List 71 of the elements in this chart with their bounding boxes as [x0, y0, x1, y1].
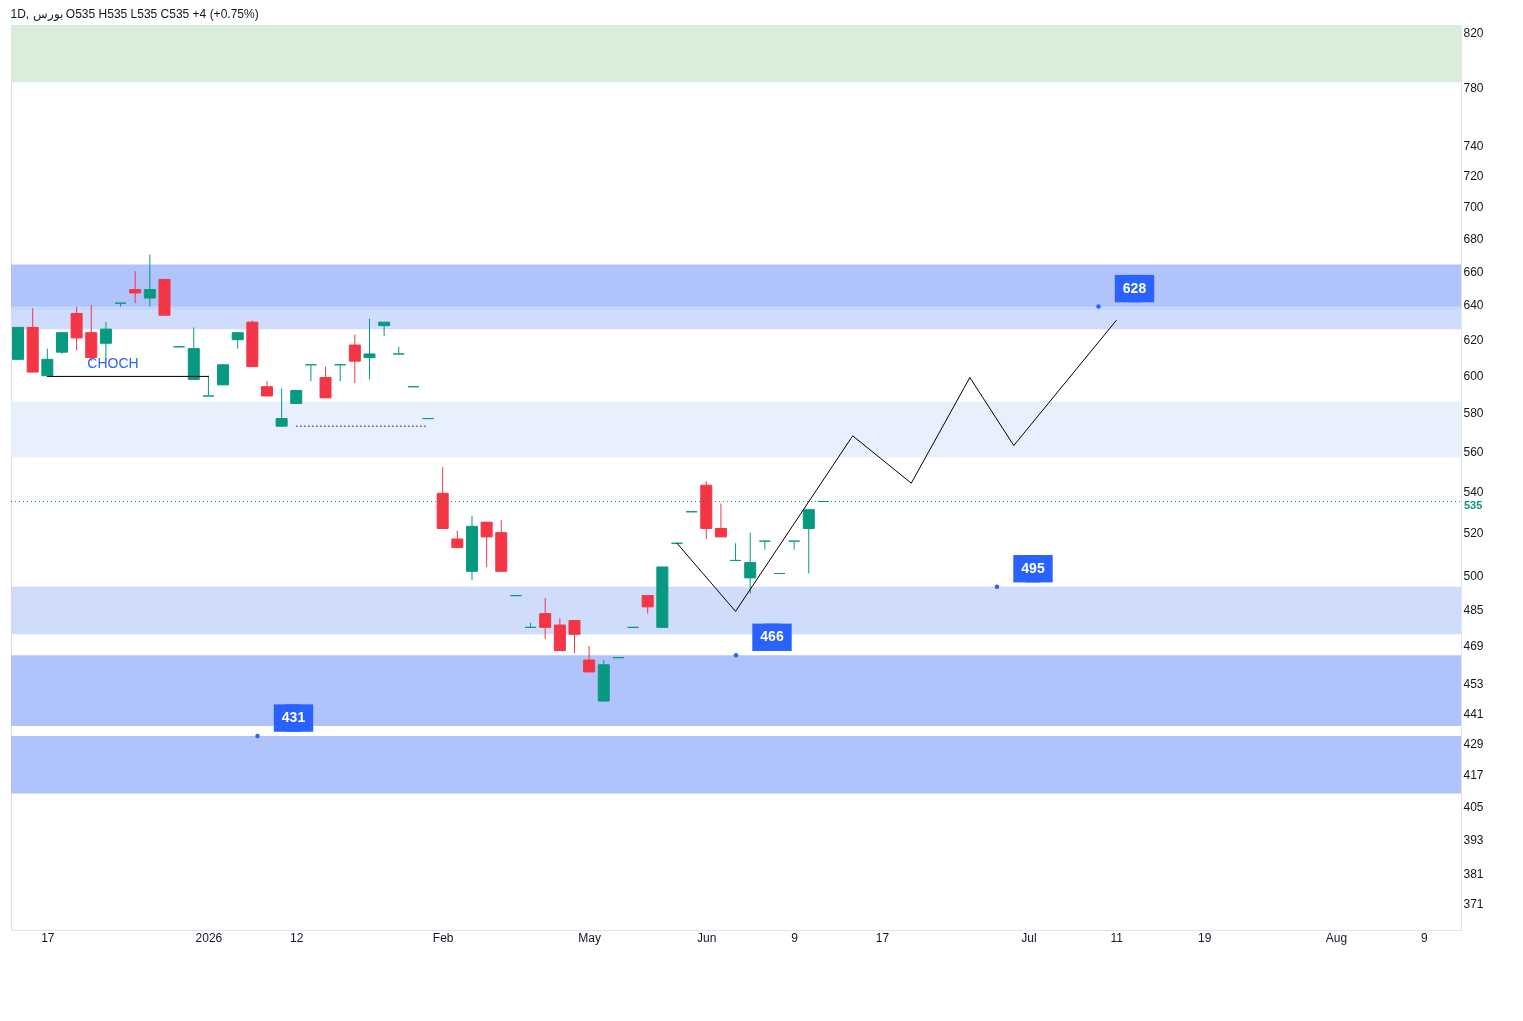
y-tick-label: 500 — [1463, 569, 1484, 584]
chart-title: 1D, بورس O535 H535 L535 C535 +4 (+0.75%) — [10, 7, 259, 21]
y-tick-label: 680 — [1463, 231, 1484, 246]
candlestick — [319, 366, 332, 399]
y-tick-label: 580 — [1463, 406, 1484, 421]
y-tick-label: 620 — [1463, 333, 1484, 348]
candlestick — [275, 388, 288, 427]
y-tick-label: 660 — [1463, 264, 1484, 279]
candlestick — [114, 302, 127, 308]
y-tick-label: 560 — [1463, 444, 1484, 459]
candlestick — [334, 364, 347, 382]
candlestick — [539, 597, 552, 640]
x-tick-label: Jun — [697, 930, 717, 945]
candlestick — [802, 509, 815, 575]
band-label: 495 — [1021, 559, 1045, 576]
candlestick — [788, 540, 801, 551]
x-tick-label: 17 — [41, 930, 55, 945]
candlestick — [217, 364, 230, 386]
y-tick-label: 381 — [1463, 867, 1484, 882]
candlestick — [641, 595, 654, 615]
y-tick-label: 393 — [1463, 833, 1484, 848]
band-label: 431 — [281, 709, 306, 726]
y-tick-label: 520 — [1463, 526, 1484, 541]
candlestick — [568, 619, 581, 654]
x-tick-label: 17 — [875, 930, 890, 945]
y-tick-label: 540 — [1463, 484, 1484, 499]
y-tick-label: 485 — [1463, 602, 1484, 617]
y-tick-label: 429 — [1463, 737, 1484, 752]
x-tick-label: 2026 — [195, 930, 223, 945]
candlestick — [744, 532, 757, 594]
x-tick-label: 9 — [1420, 930, 1428, 945]
candlestick — [348, 333, 361, 384]
y-tick-label: 469 — [1463, 639, 1484, 654]
candlestick — [99, 321, 112, 360]
y-tick-label: 780 — [1463, 81, 1484, 96]
annotation: CHOCH — [87, 355, 139, 372]
y-tick-label: 700 — [1463, 200, 1484, 215]
y-tick-label: 720 — [1463, 169, 1484, 184]
x-tick-label: 19 — [1197, 930, 1212, 945]
candlestick — [41, 348, 54, 377]
x-tick-label: 12 — [290, 930, 304, 945]
candlestick — [202, 375, 215, 397]
candlestick — [304, 364, 317, 382]
line-series — [676, 319, 1117, 612]
candlestick — [129, 270, 142, 304]
candlestick — [714, 503, 727, 538]
y-tick-label: 405 — [1463, 800, 1484, 815]
x-tick-label: Jul — [1021, 930, 1037, 945]
y-tick-label: 740 — [1463, 139, 1484, 154]
band-label: 628 — [1122, 279, 1147, 296]
band-label: 466 — [760, 628, 784, 645]
candlestick — [143, 254, 156, 308]
x-tick-label: May — [578, 930, 601, 945]
x-tick-label: 11 — [1110, 930, 1124, 945]
ref-line-label: 535 — [1464, 499, 1483, 512]
x-tick-label: 9 — [791, 930, 799, 945]
candlestick — [363, 318, 376, 380]
y-tick-label: 820 — [1463, 26, 1484, 41]
candlestick — [480, 521, 493, 568]
candlestick — [55, 332, 68, 355]
candlestick — [378, 321, 391, 337]
y-tick-label: 371 — [1463, 896, 1484, 911]
candlestick — [729, 542, 742, 561]
y-tick-label: 453 — [1463, 677, 1484, 692]
y-tick-label: 417 — [1463, 768, 1484, 783]
y-tick-label: 441 — [1463, 706, 1484, 721]
x-tick-label: Feb — [432, 930, 454, 945]
y-tick-label: 640 — [1463, 298, 1484, 313]
x-tick-label: Aug — [1325, 930, 1348, 945]
candlestick — [583, 645, 596, 673]
y-tick-label: 600 — [1463, 369, 1484, 384]
